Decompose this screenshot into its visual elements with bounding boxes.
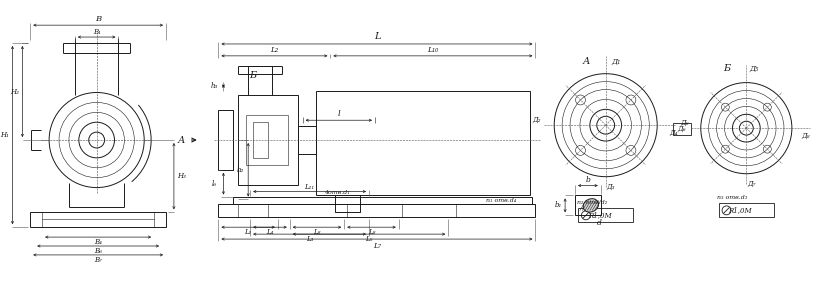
Text: n₃ отв.d₃: n₃ отв.d₃ [718,195,747,200]
Text: В₆: В₆ [94,247,102,255]
Bar [575,196,601,215]
Text: В₁: В₁ [92,28,101,36]
Text: Д₆: Д₆ [681,119,689,127]
Bar [315,90,530,194]
Text: l: l [337,110,340,118]
Text: 4отв.d₁: 4отв.d₁ [324,190,350,195]
Text: L₅: L₅ [365,235,373,243]
Text: Д₅: Д₅ [750,65,759,73]
Text: В: В [95,15,101,23]
Text: В₄: В₄ [94,238,102,246]
Text: L₁₀: L₁₀ [427,46,438,54]
Text: L₁: L₁ [244,228,252,236]
Text: L₄: L₄ [266,228,274,236]
Text: L₂: L₂ [271,46,279,54]
Text: Н₃: Н₃ [177,172,186,180]
Text: L₈: L₈ [368,228,375,236]
Text: n₁ отв.d₄: n₁ отв.d₄ [486,198,516,203]
Text: А: А [582,57,590,66]
Text: b: b [586,176,591,184]
Bar [578,209,634,222]
Text: Б: Б [250,71,257,80]
Bar [253,122,268,158]
Bar [219,110,233,170]
Text: R1,0М: R1,0М [728,206,752,214]
Bar [238,96,298,185]
Text: L: L [374,32,380,41]
Text: Д₃: Д₃ [606,183,615,191]
Text: Д₄: Д₄ [669,129,677,137]
Bar [219,204,535,217]
Text: Н₂: Н₂ [10,88,19,96]
Text: А: А [177,136,185,145]
Ellipse shape [583,199,598,212]
Text: Д₇: Д₇ [747,180,756,187]
Text: Д₆: Д₆ [677,125,686,133]
Text: L₈: L₈ [314,228,321,236]
Bar [335,194,360,212]
Text: h₂: h₂ [237,166,244,174]
Bar [246,115,288,165]
Text: Н₁: Н₁ [0,131,9,139]
Text: L₇: L₇ [373,242,381,250]
Text: L₃: L₃ [306,235,314,243]
Text: b₁: b₁ [554,201,562,209]
Text: Д₁: Д₁ [611,58,620,66]
Text: Б: Б [723,64,730,73]
Text: В₇: В₇ [94,256,102,264]
Text: h₃: h₃ [211,82,218,90]
Bar [31,212,166,227]
Text: L₁₁: L₁₁ [304,183,314,191]
Bar [298,126,315,154]
Bar [233,198,532,204]
Text: R1,0М: R1,0М [588,211,611,219]
Text: Д₈: Д₈ [802,132,810,140]
Bar [719,203,774,217]
Bar [673,123,691,135]
Text: d: d [597,219,602,227]
Text: n₂ отв.d₂: n₂ отв.d₂ [577,200,607,205]
Text: l₆: l₆ [212,180,217,187]
Text: Д₂: Д₂ [532,116,540,124]
